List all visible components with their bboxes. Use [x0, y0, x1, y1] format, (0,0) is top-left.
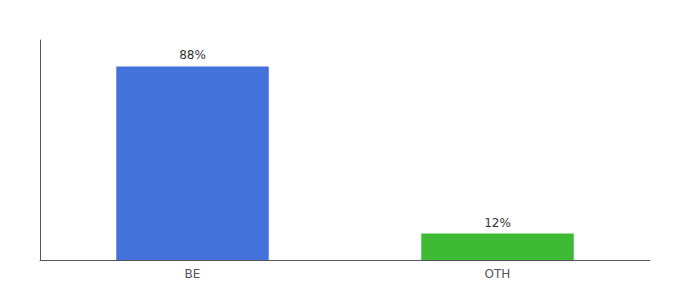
svg-text:12%: 12%: [484, 216, 511, 230]
svg-text:BE: BE: [185, 267, 201, 281]
svg-text:88%: 88%: [179, 48, 206, 62]
svg-text:OTH: OTH: [485, 267, 511, 281]
